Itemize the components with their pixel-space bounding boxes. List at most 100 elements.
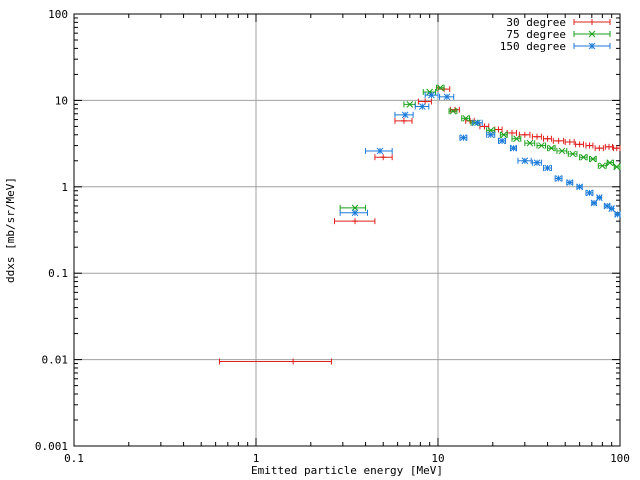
legend-label: 30 degree bbox=[506, 16, 566, 29]
data-point bbox=[524, 139, 536, 147]
data-point bbox=[597, 162, 607, 170]
data-point-marker bbox=[474, 119, 481, 127]
data-point bbox=[608, 205, 616, 212]
data-point-marker bbox=[595, 194, 603, 201]
data-point bbox=[579, 153, 588, 161]
data-point-marker bbox=[443, 93, 451, 101]
data-point bbox=[417, 98, 432, 105]
data-point-marker bbox=[566, 139, 573, 146]
data-point-marker bbox=[599, 162, 606, 170]
data-point bbox=[585, 142, 594, 149]
data-point-marker bbox=[436, 84, 444, 92]
data-point bbox=[218, 358, 333, 365]
data-point-marker bbox=[580, 153, 587, 161]
data-point bbox=[585, 189, 594, 197]
data-point-marker bbox=[576, 183, 583, 191]
x-axis-title: Emitted particle energy [MeV] bbox=[251, 464, 443, 477]
axes: 0.1 1 10 100 0.001 0.01 0.1 1 10 100 bbox=[35, 8, 630, 465]
data-point-marker bbox=[533, 159, 541, 167]
data-point-marker bbox=[613, 163, 621, 171]
data-point-marker bbox=[376, 147, 384, 155]
data-point bbox=[424, 91, 439, 99]
data-point-marker bbox=[481, 123, 488, 130]
x-tick-label: 10 bbox=[431, 452, 444, 465]
data-point-marker bbox=[351, 204, 359, 212]
data-point bbox=[334, 218, 376, 225]
data-point bbox=[554, 175, 563, 182]
data-point bbox=[459, 134, 468, 142]
data-point-marker bbox=[608, 205, 616, 212]
data-point-marker bbox=[605, 143, 612, 150]
data-point-marker bbox=[590, 199, 598, 207]
data-point bbox=[576, 183, 583, 191]
x-tick-label: 1 bbox=[253, 452, 260, 465]
legend-label: 150 degree bbox=[500, 40, 566, 53]
data-point-marker bbox=[460, 134, 467, 142]
grid bbox=[74, 14, 620, 446]
y-tick-label: 100 bbox=[48, 8, 68, 21]
data-point bbox=[518, 131, 531, 138]
data-point bbox=[567, 150, 578, 158]
data-point-marker bbox=[526, 139, 534, 147]
data-point bbox=[556, 147, 568, 155]
data-point bbox=[536, 142, 547, 149]
series-150-degree bbox=[339, 91, 621, 218]
y-tick-label: 0.1 bbox=[48, 267, 68, 280]
series-layer bbox=[218, 84, 621, 365]
data-point bbox=[472, 119, 483, 127]
data-point bbox=[511, 135, 522, 143]
data-point-marker bbox=[352, 218, 359, 225]
data-point-marker bbox=[521, 131, 528, 138]
data-point-marker bbox=[513, 135, 520, 143]
data-point bbox=[531, 133, 542, 140]
data-point-marker bbox=[586, 142, 593, 149]
data-point bbox=[547, 144, 556, 152]
y-tick-label: 10 bbox=[55, 94, 68, 107]
data-point bbox=[604, 143, 614, 150]
data-point-marker bbox=[555, 137, 562, 144]
data-point-marker bbox=[558, 147, 566, 155]
data-point bbox=[564, 139, 575, 146]
data-point-marker bbox=[401, 111, 409, 119]
data-point bbox=[448, 107, 458, 115]
data-point bbox=[590, 199, 598, 207]
data-point-marker bbox=[290, 358, 297, 365]
data-point bbox=[552, 137, 565, 144]
legend-item: 30 degree bbox=[506, 16, 611, 29]
data-point bbox=[509, 144, 518, 152]
data-point bbox=[614, 210, 621, 218]
data-point-marker bbox=[462, 114, 470, 122]
data-point bbox=[566, 179, 574, 186]
data-point-marker bbox=[606, 159, 614, 167]
data-point-marker bbox=[588, 30, 596, 38]
data-point-marker bbox=[428, 91, 435, 99]
data-point-marker bbox=[589, 19, 595, 25]
legend-item: 75 degree bbox=[506, 28, 611, 41]
data-point-marker bbox=[613, 145, 620, 152]
data-point bbox=[435, 84, 445, 92]
data-point-marker bbox=[495, 126, 502, 133]
data-point-marker bbox=[498, 137, 506, 145]
data-point bbox=[394, 111, 414, 119]
data-point-marker bbox=[555, 175, 562, 182]
data-point bbox=[479, 123, 490, 130]
data-point-marker bbox=[500, 131, 508, 139]
y-tick-label: 1 bbox=[61, 181, 68, 194]
data-point bbox=[594, 145, 604, 152]
data-point-marker bbox=[596, 145, 603, 152]
data-point bbox=[486, 131, 496, 139]
y-tick-label: 0.01 bbox=[42, 354, 69, 367]
y-axis-title: ddxs [mb/sr/MeV] bbox=[4, 177, 17, 283]
data-point-marker bbox=[400, 117, 407, 124]
data-point bbox=[575, 141, 584, 148]
data-point bbox=[339, 204, 367, 212]
data-point bbox=[595, 194, 603, 201]
data-point-marker bbox=[521, 157, 529, 165]
data-point bbox=[531, 159, 542, 167]
data-point-marker bbox=[544, 135, 551, 142]
series-75-degree bbox=[339, 84, 621, 212]
data-point bbox=[374, 154, 393, 161]
data-point bbox=[498, 137, 507, 145]
